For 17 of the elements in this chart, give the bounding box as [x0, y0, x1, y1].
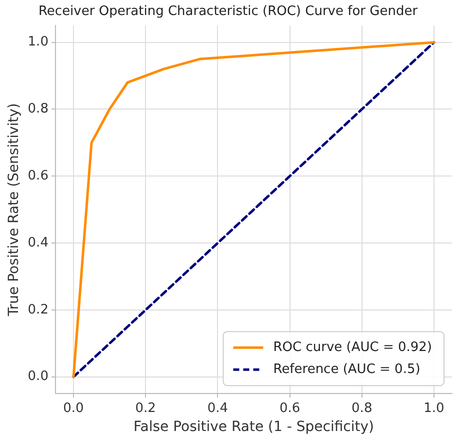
- chart-title: Receiver Operating Characteristic (ROC) Curve for Gender: [38, 4, 418, 20]
- legend-label: ROC curve (AUC = 0.92): [273, 340, 432, 355]
- x-tick-label: 0.8: [352, 400, 372, 416]
- y-axis-title: True Positive Rate (Sensitivity): [6, 103, 22, 318]
- x-tick-label: 0.4: [207, 400, 228, 416]
- y-tick-label: 0.4: [28, 235, 48, 250]
- legend-label: Reference (AUC = 0.5): [273, 362, 420, 377]
- y-tick-label: 0.8: [28, 102, 48, 117]
- y-tick-label: 0.2: [28, 302, 48, 318]
- x-tick-label: 0.6: [279, 400, 300, 416]
- x-tick-label: 0.0: [63, 400, 84, 416]
- y-tick-label: 0.0: [28, 369, 48, 384]
- y-tick-label: 1.0: [28, 34, 48, 50]
- x-tick-label: 1.0: [424, 400, 444, 416]
- x-axis-title: False Positive Rate (1 - Specificity): [133, 419, 374, 436]
- x-tick-label: 0.2: [135, 400, 156, 416]
- y-tick-label: 0.6: [28, 168, 48, 184]
